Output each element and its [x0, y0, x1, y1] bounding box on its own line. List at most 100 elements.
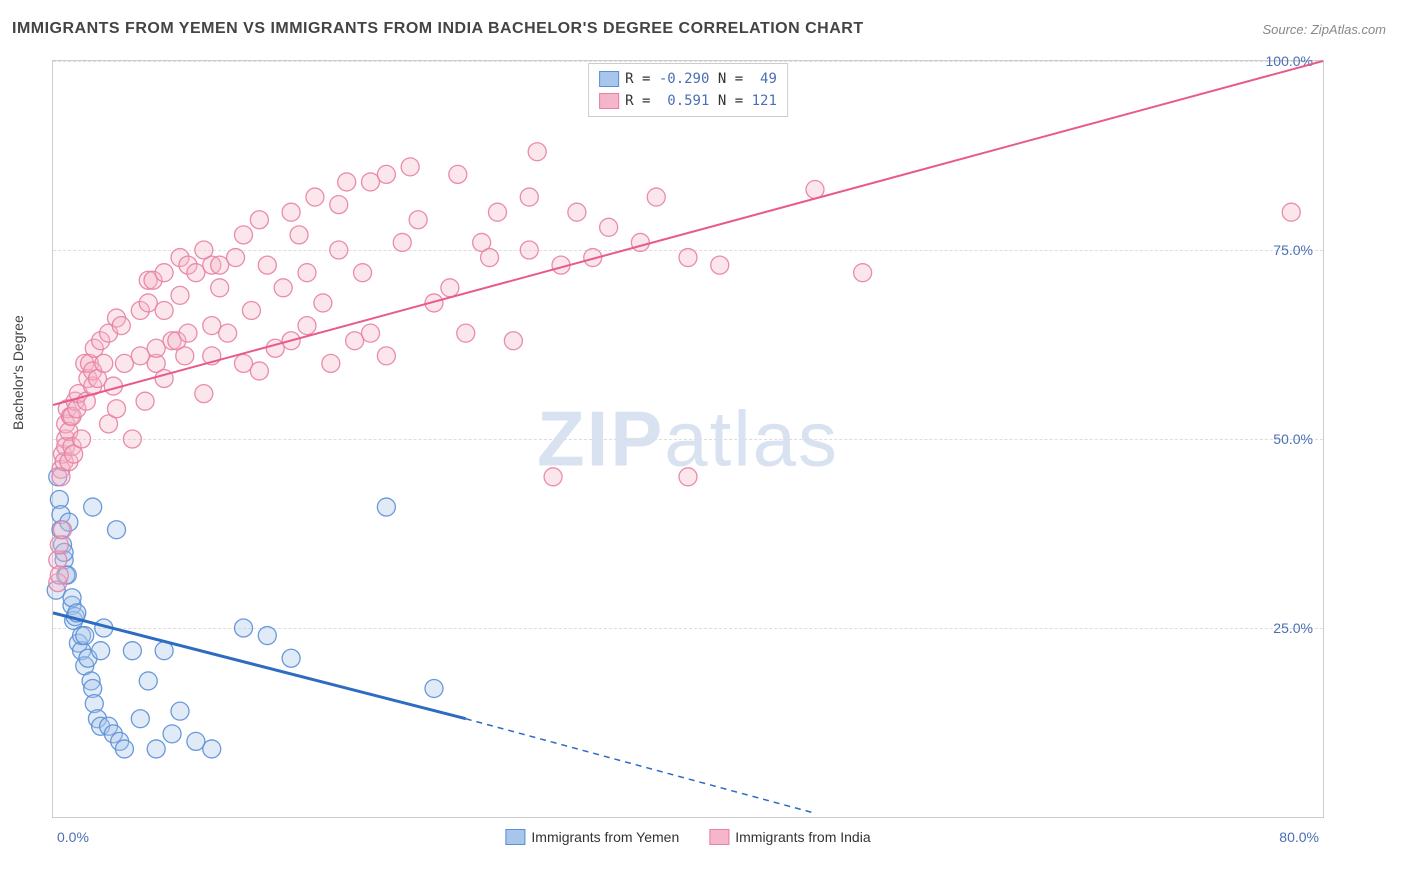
data-point: [441, 279, 459, 297]
data-point: [123, 430, 141, 448]
data-point: [235, 354, 253, 372]
data-point: [176, 347, 194, 365]
legend-stat-text: R = 0.591 N = 121: [625, 93, 777, 109]
data-point: [528, 143, 546, 161]
data-point: [679, 249, 697, 267]
data-point: [266, 339, 284, 357]
data-point: [147, 740, 165, 758]
data-point: [187, 732, 205, 750]
data-point: [377, 165, 395, 183]
data-point: [203, 740, 221, 758]
data-point: [131, 710, 149, 728]
data-point: [123, 642, 141, 660]
data-point: [489, 203, 507, 221]
data-point: [136, 392, 154, 410]
correlation-legend: R = -0.290 N = 49 R = 0.591 N = 121: [588, 63, 788, 117]
data-point: [258, 627, 276, 645]
legend-stat-row: R = -0.290 N = 49: [599, 68, 777, 90]
data-point: [139, 294, 157, 312]
data-point: [250, 362, 268, 380]
data-point: [76, 627, 94, 645]
data-point: [377, 347, 395, 365]
data-point: [50, 566, 68, 584]
chart-title: IMMIGRANTS FROM YEMEN VS IMMIGRANTS FROM…: [12, 20, 864, 38]
legend-label-india: Immigrants from India: [735, 829, 870, 845]
data-point: [235, 226, 253, 244]
series-legend: Immigrants from Yemen Immigrants from In…: [505, 829, 870, 845]
data-point: [282, 649, 300, 667]
y-axis-label: Bachelor's Degree: [10, 315, 26, 430]
data-point: [631, 233, 649, 251]
data-point: [346, 332, 364, 350]
legend-label-yemen: Immigrants from Yemen: [531, 829, 679, 845]
data-point: [54, 521, 72, 539]
data-point: [314, 294, 332, 312]
data-point: [84, 498, 102, 516]
data-point: [108, 521, 126, 539]
plot-svg: [53, 61, 1323, 817]
data-point: [211, 279, 229, 297]
x-tick-label: 0.0%: [57, 829, 89, 845]
data-point: [330, 196, 348, 214]
data-point: [1282, 203, 1300, 221]
data-point: [306, 188, 324, 206]
data-point: [330, 241, 348, 259]
data-point: [258, 256, 276, 274]
data-point: [108, 400, 126, 418]
swatch-yemen: [505, 829, 525, 845]
data-point: [647, 188, 665, 206]
data-point: [600, 218, 618, 236]
swatch-icon: [599, 71, 619, 87]
data-point: [131, 347, 149, 365]
data-point: [203, 317, 221, 335]
trend-line: [53, 613, 466, 719]
data-point: [393, 233, 411, 251]
data-point: [854, 264, 872, 282]
data-point: [219, 324, 237, 342]
data-point: [187, 264, 205, 282]
data-point: [92, 642, 110, 660]
data-point: [457, 324, 475, 342]
swatch-icon: [599, 93, 619, 109]
data-point: [322, 354, 340, 372]
data-point: [179, 324, 197, 342]
chart-area: ZIPatlas 25.0%50.0%75.0%100.0% 0.0%80.0%…: [52, 60, 1324, 818]
data-point: [504, 332, 522, 350]
data-point: [520, 241, 538, 259]
legend-item-yemen: Immigrants from Yemen: [505, 829, 679, 845]
data-point: [250, 211, 268, 229]
data-point: [425, 679, 443, 697]
data-point: [211, 256, 229, 274]
legend-item-india: Immigrants from India: [709, 829, 870, 845]
legend-stat-text: R = -0.290 N = 49: [625, 71, 777, 87]
data-point: [115, 740, 133, 758]
data-point: [235, 619, 253, 637]
data-point: [163, 725, 181, 743]
data-point: [409, 211, 427, 229]
data-point: [282, 203, 300, 221]
swatch-india: [709, 829, 729, 845]
data-point: [338, 173, 356, 191]
data-point: [155, 264, 173, 282]
data-point: [354, 264, 372, 282]
data-point: [711, 256, 729, 274]
data-point: [401, 158, 419, 176]
data-point: [298, 264, 316, 282]
data-point: [679, 468, 697, 486]
data-point: [520, 188, 538, 206]
data-point: [298, 317, 316, 335]
data-point: [73, 430, 91, 448]
legend-stat-row: R = 0.591 N = 121: [599, 90, 777, 112]
data-point: [171, 702, 189, 720]
data-point: [155, 301, 173, 319]
data-point: [95, 354, 113, 372]
data-point: [544, 468, 562, 486]
data-point: [115, 354, 133, 372]
data-point: [112, 317, 130, 335]
data-point: [147, 339, 165, 357]
trend-line-extrapolated: [466, 719, 815, 814]
data-point: [139, 672, 157, 690]
source-label: Source: ZipAtlas.com: [1262, 22, 1386, 37]
data-point: [806, 181, 824, 199]
data-point: [568, 203, 586, 221]
